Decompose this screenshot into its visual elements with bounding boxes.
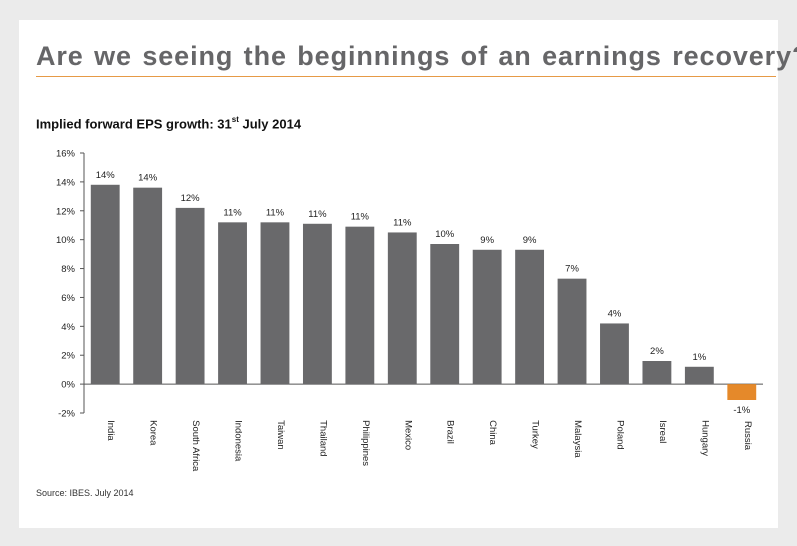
bar-taiwan xyxy=(260,222,290,385)
data-label: 11% xyxy=(266,207,285,218)
chart-title-date: July 2014 xyxy=(242,116,302,132)
y-tick-label: 4% xyxy=(61,322,75,333)
x-tick-label: Korea xyxy=(148,420,159,446)
data-label: 9% xyxy=(480,235,494,246)
x-tick-label: Poland xyxy=(614,420,625,450)
bar-russia xyxy=(727,384,757,400)
x-tick-label: Isreal xyxy=(657,420,668,443)
x-tick-label: South Africa xyxy=(190,420,201,472)
y-tick-label: 0% xyxy=(61,380,75,391)
bar-turkey xyxy=(515,249,545,385)
data-label: 11% xyxy=(393,217,412,228)
chart-title-superscript: st xyxy=(231,115,239,124)
title-divider xyxy=(36,76,776,77)
chart-title: Implied forward EPS growth: 31st July 20… xyxy=(36,115,302,132)
y-tick-label: 16% xyxy=(56,149,76,160)
bar-poland xyxy=(600,323,629,385)
data-label: 10% xyxy=(435,229,455,240)
chart-title-main: Implied forward EPS growth: 31 xyxy=(36,116,232,132)
bar-china xyxy=(472,249,502,385)
bar-hungary xyxy=(684,366,714,385)
bar-isreal xyxy=(642,361,672,385)
data-label: 2% xyxy=(650,346,664,357)
y-tick-label: 8% xyxy=(61,264,75,275)
y-tick-label: 2% xyxy=(61,351,75,362)
x-tick-label: Taiwan xyxy=(275,420,286,450)
data-label: 4% xyxy=(608,308,622,319)
y-tick-label: -2% xyxy=(58,409,75,420)
y-tick-label: 6% xyxy=(61,293,75,304)
x-tick-label: Indonesia xyxy=(233,420,244,462)
bar-indonesia xyxy=(218,222,247,385)
bar-south-africa xyxy=(175,207,205,385)
x-tick-label: Thailand xyxy=(317,420,328,456)
data-label: 11% xyxy=(308,209,327,220)
x-tick-label: Hungary xyxy=(699,420,710,456)
data-label: 14% xyxy=(96,170,116,181)
x-tick-label: Russia xyxy=(742,421,753,451)
bar-malaysia xyxy=(557,278,587,385)
x-tick-label: India xyxy=(105,420,116,441)
bar-brazil xyxy=(430,244,460,385)
y-tick-label: 10% xyxy=(56,235,76,246)
data-label: 1% xyxy=(692,352,706,363)
bar-korea xyxy=(133,187,163,385)
x-tick-label: Turkey xyxy=(530,420,541,449)
bar-mexico xyxy=(387,232,417,385)
y-tick-label: 12% xyxy=(56,206,76,217)
source-note: Source: IBES. July 2014 xyxy=(36,488,134,498)
bar-india xyxy=(90,184,120,385)
bar-philippines xyxy=(345,226,375,385)
x-tick-label: Malaysia xyxy=(572,420,583,458)
x-tick-label: Mexico xyxy=(402,420,413,450)
x-tick-label: China xyxy=(487,420,498,446)
bar-thailand xyxy=(302,223,332,385)
data-label: 12% xyxy=(181,193,201,204)
data-label: 11% xyxy=(223,207,242,218)
page-title: Are we seeing the beginnings of an earni… xyxy=(36,41,797,71)
data-label: 9% xyxy=(523,235,537,246)
y-tick-label: 14% xyxy=(56,177,76,188)
data-label: -1% xyxy=(733,405,750,416)
data-label: 7% xyxy=(565,264,579,275)
x-tick-label: Philippines xyxy=(360,420,371,466)
data-label: 11% xyxy=(351,212,370,223)
x-tick-label: Brazil xyxy=(445,420,456,444)
data-label: 14% xyxy=(138,173,158,184)
